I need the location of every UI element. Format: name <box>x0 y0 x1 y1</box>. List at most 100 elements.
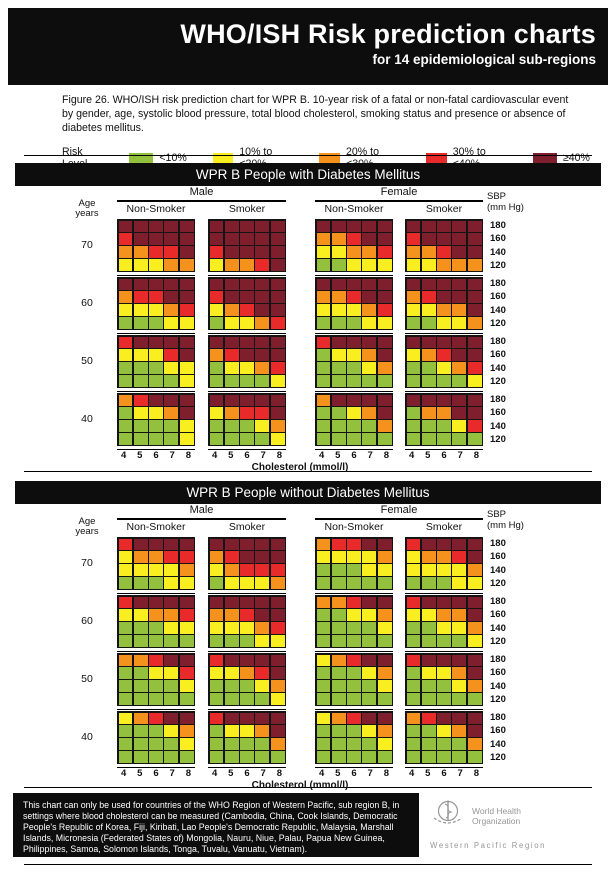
risk-cell <box>270 693 285 705</box>
risk-cell <box>240 304 254 316</box>
cholesterol-tick: 8 <box>383 450 389 461</box>
risk-cell <box>362 220 377 232</box>
sbp-value: 180 <box>490 394 506 405</box>
risk-cell <box>270 680 285 692</box>
risk-cell <box>377 433 392 445</box>
age-row: 50 180 160 140 120 <box>15 335 601 393</box>
grid-underline <box>405 390 483 393</box>
divider-line <box>24 155 592 156</box>
risk-grid-male_nonsmoker <box>117 335 195 388</box>
risk-cell <box>209 233 224 245</box>
risk-cell <box>316 375 331 387</box>
risk-cell <box>316 712 331 724</box>
risk-cell <box>179 259 194 271</box>
risk-cell <box>316 420 331 432</box>
legend-swatch <box>426 152 447 164</box>
risk-cell <box>362 336 377 348</box>
risk-cell <box>149 680 163 692</box>
sbp-value: 120 <box>490 751 506 763</box>
cholesterol-tick: 8 <box>276 768 282 779</box>
age-axis-label: Age years <box>75 516 99 537</box>
risk-cell <box>209 394 224 406</box>
risk-cell <box>421 751 436 763</box>
who-logo-block: World Health Organization Western Pacifi… <box>430 796 605 850</box>
risk-cell <box>240 693 254 705</box>
risk-cell <box>164 259 179 271</box>
risk-cell <box>467 291 482 303</box>
cholesterol-axis-label: Cholesterol (mmol/l) <box>251 462 349 473</box>
risk-grid-female_nonsmoker <box>315 277 393 330</box>
cholesterol-tick: 4 <box>319 768 325 779</box>
risk-cell <box>179 577 194 589</box>
risk-cell <box>452 725 467 737</box>
grid-underline <box>315 650 393 653</box>
cholesterol-tick: 8 <box>473 768 479 779</box>
risk-cell <box>467 738 482 750</box>
risk-cell <box>224 362 239 374</box>
risk-cell <box>179 317 194 329</box>
risk-cell <box>240 712 254 724</box>
risk-cell <box>224 304 239 316</box>
sbp-value: 120 <box>490 433 506 445</box>
risk-cell <box>467 635 482 647</box>
risk-cell <box>209 407 224 419</box>
risk-cell <box>240 362 254 374</box>
age-axis-value: 70 <box>81 557 93 569</box>
risk-cell <box>240 317 254 329</box>
risk-cell <box>240 667 254 679</box>
risk-cell <box>270 635 285 647</box>
risk-cell <box>406 667 421 679</box>
risk-cell <box>347 725 361 737</box>
risk-cell <box>224 635 239 647</box>
risk-cell <box>406 693 421 705</box>
risk-cell <box>164 362 179 374</box>
risk-cell <box>164 751 179 763</box>
risk-cell <box>406 712 421 724</box>
risk-cell <box>240 349 254 361</box>
risk-cell <box>437 375 451 387</box>
risk-cell <box>331 577 346 589</box>
sbp-value: 180 <box>490 538 506 549</box>
gender-underline <box>117 518 286 520</box>
risk-cell <box>179 278 194 290</box>
risk-cell <box>467 725 482 737</box>
risk-cell <box>133 362 148 374</box>
risk-grid-female_nonsmoker <box>315 595 393 648</box>
risk-cell <box>270 725 285 737</box>
risk-cell <box>149 220 163 232</box>
risk-cell <box>316 304 331 316</box>
risk-cell <box>377 362 392 374</box>
risk-cell <box>133 336 148 348</box>
risk-cell <box>406 246 421 258</box>
risk-cell <box>406 680 421 692</box>
grid-underline <box>405 332 483 335</box>
risk-cell <box>467 246 482 258</box>
risk-cell <box>347 420 361 432</box>
risk-cell <box>362 233 377 245</box>
risk-cell <box>255 577 270 589</box>
risk-cell <box>377 577 392 589</box>
risk-cell <box>179 349 194 361</box>
page-subtitle: for 14 epidemiological sub-regions <box>372 52 596 67</box>
risk-cell <box>209 751 224 763</box>
risk-cell <box>331 259 346 271</box>
risk-cell <box>255 362 270 374</box>
risk-cell <box>437 596 451 608</box>
risk-cell <box>118 317 133 329</box>
risk-cell <box>316 336 331 348</box>
risk-cell <box>209 304 224 316</box>
risk-cell <box>467 538 482 550</box>
grid-underline <box>405 766 483 769</box>
risk-grid-female_nonsmoker <box>315 219 393 272</box>
grid-underline <box>208 332 286 335</box>
risk-cell <box>452 362 467 374</box>
risk-cell <box>118 220 133 232</box>
grid-underline <box>405 448 483 451</box>
risk-cell <box>270 246 285 258</box>
risk-cell <box>406 622 421 634</box>
risk-cell <box>270 433 285 445</box>
grid-underline <box>208 708 286 711</box>
risk-cell <box>362 564 377 576</box>
risk-cell <box>149 654 163 666</box>
risk-cell <box>437 233 451 245</box>
